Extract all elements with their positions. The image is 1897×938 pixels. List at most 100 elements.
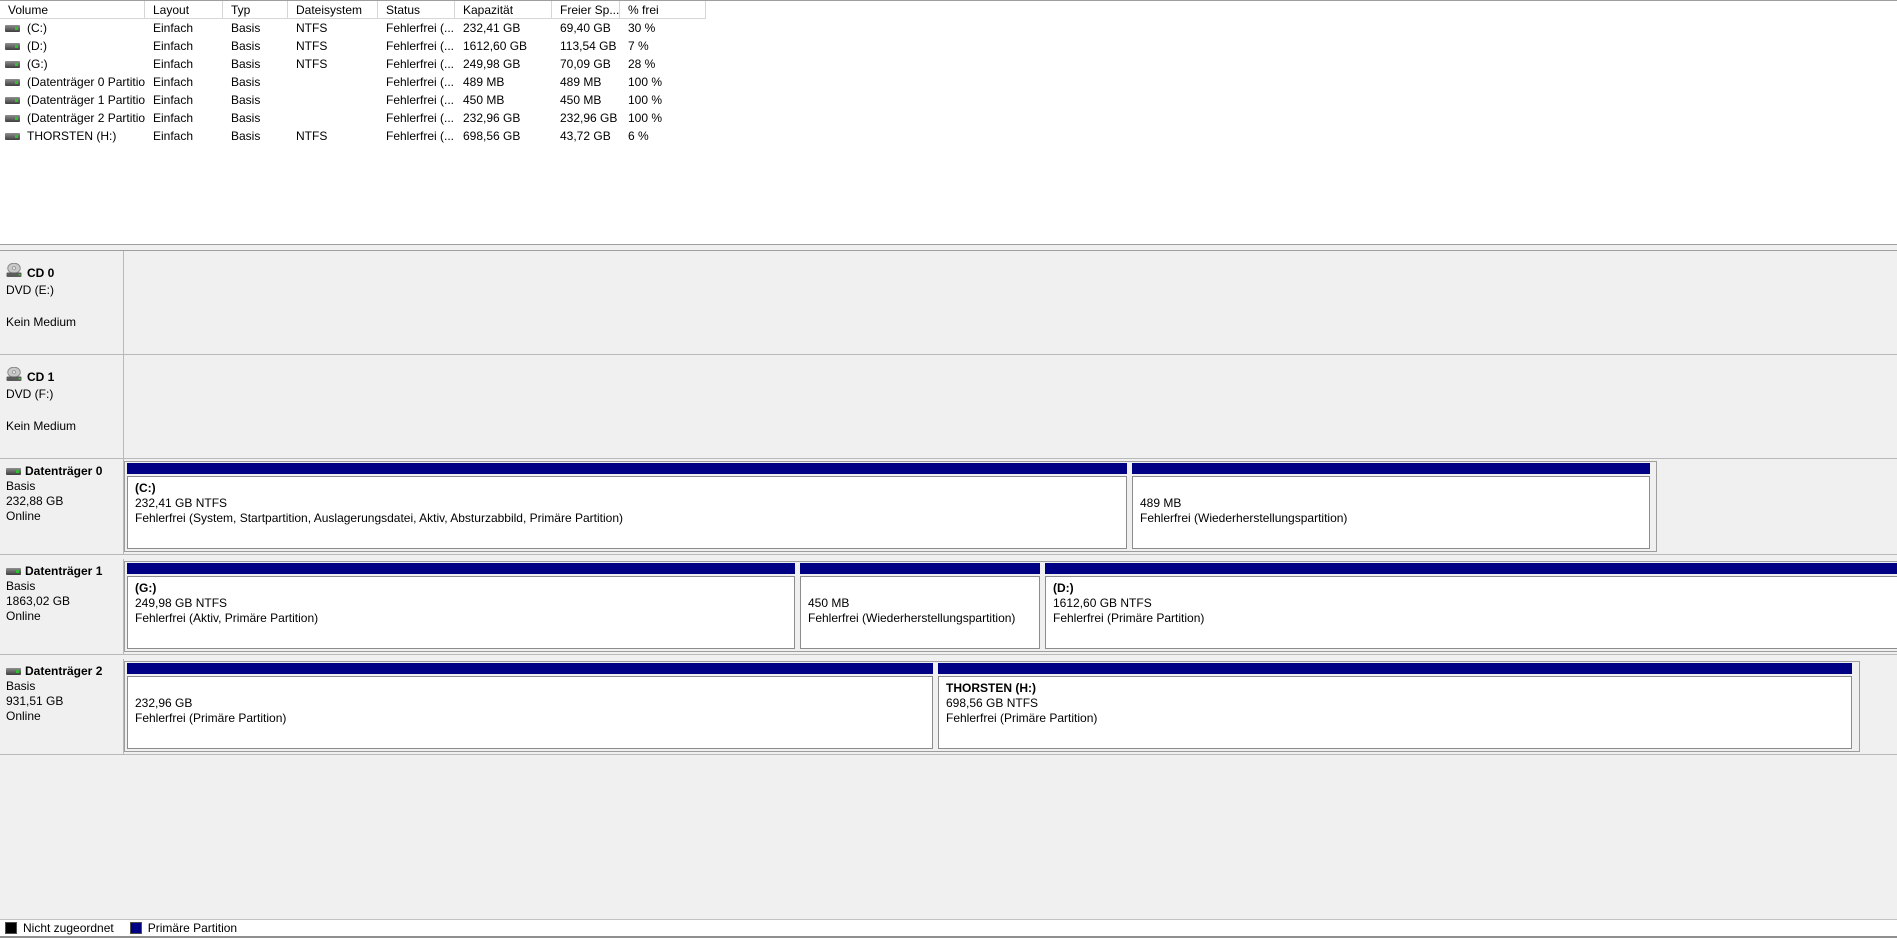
legend-label: Primäre Partition xyxy=(147,921,238,935)
cd-label-cell[interactable]: CD 0 DVD (E:) Kein Medium xyxy=(0,251,124,354)
volume-row[interactable]: (Datenträger 2 Partitio... Einfach Basis Fe… xyxy=(0,109,1897,127)
volume-freier_sp-cell: 232,96 GB xyxy=(560,111,618,125)
partition-info-box[interactable]: (G:) 249,98 GB NTFS Fehlerfrei (Aktiv, Pri… xyxy=(127,576,795,649)
volume-freier_sp-cell: 113,54 GB xyxy=(560,39,617,53)
volume-drive-icon xyxy=(5,24,20,32)
disk-status: Online xyxy=(6,609,41,623)
disk-name-line: Datenträger 1 xyxy=(6,563,121,579)
volume-status-cell: Fehlerfrei (... xyxy=(386,129,455,143)
disk-content-area: (G:) 249,98 GB NTFS Fehlerfrei (Aktiv, Pri… xyxy=(124,559,1897,654)
volume-kapazitaet-cell: 1612,60 GB xyxy=(463,39,528,53)
disk-drive-icon xyxy=(6,467,21,475)
legend-item: Primäre Partition xyxy=(129,921,238,935)
cd-content-area[interactable] xyxy=(124,355,1897,458)
disk-type: Basis xyxy=(6,579,36,593)
volume-pct_frei-cell: 100 % xyxy=(628,111,663,125)
disk-name: Datenträger 1 xyxy=(25,564,103,578)
volume-row[interactable]: THORSTEN (H:) Einfach Basis NTFS Fehlerfrei … xyxy=(0,127,1897,145)
volume-layout-cell: Einfach xyxy=(153,75,194,89)
disk-type: Basis xyxy=(6,679,36,693)
disk-drive-icon xyxy=(6,567,21,575)
partition-info-box[interactable]: THORSTEN (H:) 698,56 GB NTFS Fehlerfrei (P… xyxy=(938,676,1852,749)
volume-name: (G:) xyxy=(27,57,48,71)
partition-block[interactable]: (C:) 232,41 GB NTFS Fehlerfrei (System, St… xyxy=(127,463,1127,549)
partition-block[interactable]: 489 MB Fehlerfrei (Wiederherstellungspart… xyxy=(1132,463,1650,549)
partition-info-box[interactable]: 450 MB Fehlerfrei (Wiederherstellungspart… xyxy=(800,576,1040,649)
partition-status: Fehlerfrei (Primäre Partition) xyxy=(946,711,1098,725)
disk-status: Online xyxy=(6,709,41,723)
cd-drive-icon xyxy=(6,262,23,282)
volume-name: (D:) xyxy=(27,39,47,53)
volume-freier_sp-cell: 489 MB xyxy=(560,75,602,89)
partition-name: (C:) xyxy=(135,481,156,495)
partition-color-bar xyxy=(1132,463,1650,474)
column-header-layout[interactable]: Layout xyxy=(145,1,223,18)
partition-info-box[interactable]: (C:) 232,41 GB NTFS Fehlerfrei (System, St… xyxy=(127,476,1127,549)
partition-block[interactable]: 232,96 GB Fehlerfrei (Primäre Partition) xyxy=(127,663,933,749)
column-header-frei[interactable]: % frei xyxy=(620,1,706,18)
volume-name-cell: (G:) xyxy=(0,57,145,71)
partition-info-box[interactable]: 232,96 GB Fehlerfrei (Primäre Partition) xyxy=(127,676,933,749)
partition-info-box[interactable]: (D:) 1612,60 GB NTFS Fehlerfrei (Primäre P… xyxy=(1045,576,1897,649)
volume-typ-cell: Basis xyxy=(231,57,261,71)
volume-drive-icon xyxy=(5,132,20,140)
volume-row[interactable]: (G:) Einfach Basis NTFS Fehlerfrei (... 249,9… xyxy=(0,55,1897,73)
partition-capacity: 1612,60 GB NTFS xyxy=(1053,596,1152,610)
volume-layout-cell: Einfach xyxy=(153,57,194,71)
volume-row[interactable]: (Datenträger 0 Partitio... Einfach Basis Fe… xyxy=(0,73,1897,91)
volume-kapazitaet-cell: 450 MB xyxy=(463,93,505,107)
disk-content-area: 232,96 GB Fehlerfrei (Primäre Partition) T… xyxy=(124,659,1897,754)
disk-capacity: 1863,02 GB xyxy=(6,594,71,608)
pane-splitter[interactable] xyxy=(0,244,1897,251)
volume-kapazitaet-cell: 232,96 GB xyxy=(463,111,521,125)
legend-bar: Nicht zugeordnet Primäre Partition xyxy=(0,919,1897,938)
partition-info-box[interactable]: 489 MB Fehlerfrei (Wiederherstellungspart… xyxy=(1132,476,1650,549)
disk-name-line: Datenträger 2 xyxy=(6,663,121,679)
column-header-kapazit-t[interactable]: Kapazität xyxy=(455,1,552,18)
cd-media-status: Kein Medium xyxy=(6,315,77,329)
legend-item: Nicht zugeordnet xyxy=(5,921,114,935)
volume-status-cell: Fehlerfrei (... xyxy=(386,111,455,125)
cd-label-cell[interactable]: CD 1 DVD (F:) Kein Medium xyxy=(0,355,124,458)
partition-status: Fehlerfrei (Primäre Partition) xyxy=(135,711,287,725)
partition-color-bar xyxy=(127,663,933,674)
partition-block[interactable]: THORSTEN (H:) 698,56 GB NTFS Fehlerfrei (P… xyxy=(938,663,1852,749)
partition-status: Fehlerfrei (Primäre Partition) xyxy=(1053,611,1205,625)
cd-row: CD 0 DVD (E:) Kein Medium xyxy=(0,251,1897,355)
cd-name-line: CD 0 xyxy=(6,262,121,282)
volume-name: (Datenträger 2 Partitio... xyxy=(27,111,145,125)
partition-block[interactable]: (D:) 1612,60 GB NTFS Fehlerfrei (Primäre P… xyxy=(1045,563,1897,649)
column-header-typ[interactable]: Typ xyxy=(223,1,288,18)
volume-list: Volume Layout Typ Dateisystem Status Kapazitä… xyxy=(0,0,1897,244)
volume-status-cell: Fehlerfrei (... xyxy=(386,75,455,89)
partition-block[interactable]: 450 MB Fehlerfrei (Wiederherstellungspart… xyxy=(800,563,1040,649)
disk-row: Datenträger 0 Basis 232,88 GB Online (C:) 232… xyxy=(0,459,1897,555)
volume-freier_sp-cell: 69,40 GB xyxy=(560,21,611,35)
volume-name-cell: (C:) xyxy=(0,21,145,35)
disk-label-cell[interactable]: Datenträger 2 Basis 931,51 GB Online xyxy=(0,659,124,754)
volume-pct_frei-cell: 100 % xyxy=(628,75,663,89)
column-header-volume[interactable]: Volume xyxy=(0,1,145,18)
volume-row[interactable]: (D:) Einfach Basis NTFS Fehlerfrei (... 1612,… xyxy=(0,37,1897,55)
cd-drive-letter: DVD (F:) xyxy=(6,387,54,401)
column-header-dateisystem[interactable]: Dateisystem xyxy=(288,1,378,18)
partition-block[interactable]: (G:) 249,98 GB NTFS Fehlerfrei (Aktiv, Pri… xyxy=(127,563,795,649)
partition-status: Fehlerfrei (Aktiv, Primäre Partition) xyxy=(135,611,319,625)
cd-name: CD 0 xyxy=(27,265,55,280)
column-header-freier-sp[interactable]: Freier Sp... xyxy=(552,1,620,18)
cd-row: CD 1 DVD (F:) Kein Medium xyxy=(0,355,1897,459)
volume-layout-cell: Einfach xyxy=(153,93,194,107)
volume-row[interactable]: (Datenträger 1 Partitio... Einfach Basis Fe… xyxy=(0,91,1897,109)
volume-name: (Datenträger 1 Partitio... xyxy=(27,93,145,107)
disk-row: Datenträger 2 Basis 931,51 GB Online 232,96 … xyxy=(0,659,1897,755)
partition-name xyxy=(135,681,932,696)
disk-drive-icon xyxy=(6,667,21,675)
volume-row[interactable]: (C:) Einfach Basis NTFS Fehlerfrei (... 232,4… xyxy=(0,19,1897,37)
disk-label-cell[interactable]: Datenträger 0 Basis 232,88 GB Online xyxy=(0,459,124,554)
volume-list-header: Volume Layout Typ Dateisystem Status Kapazitä… xyxy=(0,1,706,19)
cd-content-area[interactable] xyxy=(124,251,1897,354)
column-header-status[interactable]: Status xyxy=(378,1,455,18)
cd-drive-letter: DVD (E:) xyxy=(6,283,54,297)
volume-typ-cell: Basis xyxy=(231,93,261,107)
disk-label-cell[interactable]: Datenträger 1 Basis 1863,02 GB Online xyxy=(0,559,124,654)
